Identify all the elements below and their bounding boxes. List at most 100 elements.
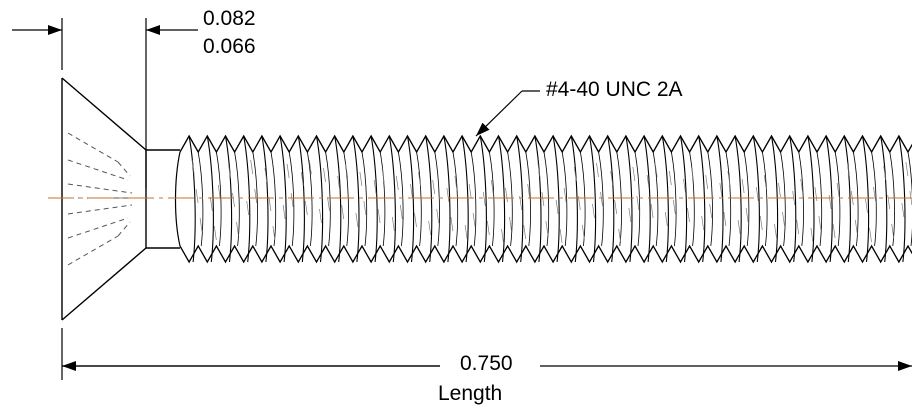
thread-hatch-mark [610,170,614,186]
thread-crest-line [807,135,815,263]
thread-crest-line [607,135,615,263]
thread-root-line [343,151,349,247]
thread-hatch-mark [363,200,367,216]
thread-hatch-mark [304,200,308,216]
thread-hatch-mark [418,171,421,187]
thread-hatch-mark [410,183,413,199]
thread-root-line [598,151,604,247]
thread-hatch-mark [763,174,767,190]
thread-hatch-mark [796,219,800,235]
thread-hatch-mark [814,186,818,202]
thread-root-line [671,151,677,247]
thread-hatch-mark [541,191,545,207]
thread-root-line [652,151,659,247]
thread-hatch-mark [359,171,363,187]
thread-root-line [853,151,859,247]
thread-crest-line [789,135,797,263]
thread-hatch-mark [596,162,599,178]
thread-crest-line [297,135,305,263]
thread-crest-line [425,135,433,263]
thread-hatch-mark [454,175,458,191]
thread-crest-line [570,135,578,263]
thread-root-line [871,151,877,247]
thread-root-line [816,151,823,247]
thread-root-line [798,151,804,247]
thread-hatch-mark [482,191,486,207]
thread-hatch-mark [323,167,326,183]
thread-hatch-mark [432,179,436,195]
thread-hatch-mark [377,208,381,224]
thread-hatch-mark [628,207,632,223]
thread-root-line [270,151,277,247]
thread-crest-line [188,135,196,263]
thread-hatch-mark [646,174,650,190]
length-caption-label: Length [438,382,503,405]
thread-hatch-mark [486,220,490,236]
thread-crest-line [243,135,251,263]
head-height-dimension [12,18,198,188]
thread-hatch-mark [691,166,694,182]
thread-crest-line [898,135,906,263]
thread-root-line [325,151,331,247]
thread-hatch-mark [687,207,690,223]
thread-root-line [889,151,895,247]
thread-hatch-mark [709,203,713,219]
thread-hatch-mark [592,203,595,219]
thread-hatch-mark [614,199,618,215]
thread-hatch-mark [501,228,504,244]
thread-hatch-mark [523,224,527,240]
thread-crest-line [461,135,469,263]
thread-crest-line [661,135,669,263]
thread-hatch-mark [723,211,727,227]
thread-hatch-mark [810,227,814,243]
thread-root-line [379,151,386,247]
thread-root-line [470,151,477,247]
thread-crest-line [370,135,378,263]
thread-hatch-mark [286,163,290,179]
screw-head [61,77,147,321]
thread-root-line [561,151,568,247]
head-height-min-label: 0.066 [203,35,256,58]
hidden-recess-lines [60,132,133,266]
thread-root-line [762,151,768,247]
thread-hatch-mark [236,221,239,237]
thread-hatch-mark [891,223,895,239]
thread-root-line [197,151,204,247]
thread-crest-line [279,135,287,263]
thread-crest-line [843,135,851,263]
thread-hatch-mark [705,174,709,190]
thread-hatch-mark [300,171,304,187]
thread-root-line [452,151,459,247]
thread-hatch-mark [217,184,221,200]
thread-crest-line [261,135,269,263]
thread-hatch-mark [873,186,876,202]
thread-crest-line [497,135,506,263]
thread-hatch-mark [559,228,563,244]
thread-hatch-mark [869,227,872,243]
thread-hatch-mark [901,202,905,218]
head-height-max-label: 0.082 [203,7,256,30]
thread-callout-leader [475,90,540,137]
thread-crest-line [625,135,633,263]
thread-hatch-mark [846,161,850,177]
thread-hatch-mark [905,161,909,177]
thread-hatch-mark [414,212,417,228]
thread-hatch-mark [719,182,723,198]
thread-hatch-mark [250,159,254,175]
thread-hatch-mark [668,170,672,186]
thread-hatch-mark [228,163,231,179]
thread-hatch-mark [782,211,785,227]
thread-crest-line [880,135,888,263]
thread-hatch-mark [832,223,836,239]
thread-bottom-profile [179,244,912,264]
thread-hatch-mark [355,212,359,228]
thread-hatch-mark [581,224,585,240]
thread-hatch-mark [654,162,658,178]
thread-hatch-mark [191,159,195,175]
thread-hatch-mark [563,187,567,203]
thread-crest-line [388,135,396,263]
thread-hatch-mark [209,196,213,212]
thread-hatch-mark [490,179,494,195]
thread-hatch-mark [828,194,832,210]
